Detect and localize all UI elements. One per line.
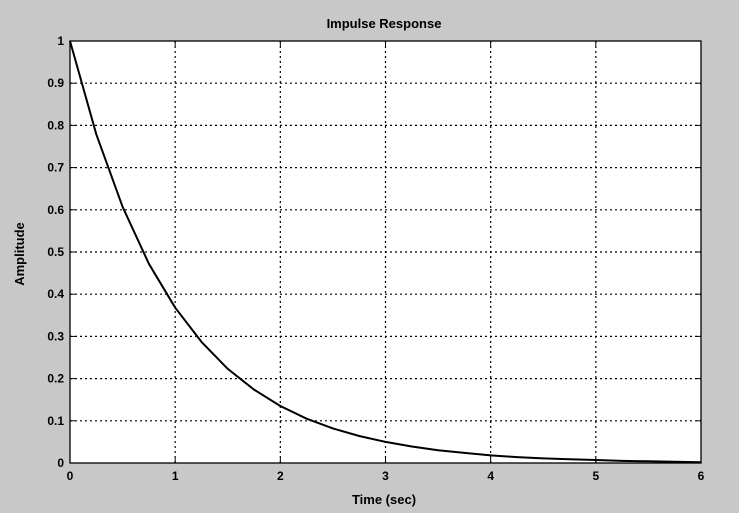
y-tick-label: 0.9: [47, 76, 64, 90]
x-tick-label: 2: [277, 469, 284, 483]
y-tick-label: 0.5: [47, 245, 64, 259]
y-tick-label: 0.1: [47, 414, 64, 428]
x-tick-label: 1: [172, 469, 179, 483]
impulse-response-line: [69, 40, 702, 464]
y-tick-label: 0.7: [47, 161, 64, 175]
x-tick-label: 0: [67, 469, 74, 483]
plot-border: [69, 40, 702, 464]
x-tick-label: 4: [487, 469, 494, 483]
y-axis-label: Amplitude: [12, 222, 27, 286]
x-axis-label: Time (sec): [352, 492, 416, 507]
y-tick-label: 0: [57, 456, 64, 470]
y-tick-label: 0.3: [47, 329, 64, 343]
x-tick-label: 3: [382, 469, 389, 483]
y-tick-label: 0.4: [47, 287, 64, 301]
x-tick-label: 5: [592, 469, 599, 483]
plot-area: 0 1 2 3 4 5 6 0 0.1 0.2 0.3 0.4 0.5 0.6 0.7 0.8 0.9 1: [47, 34, 704, 483]
y-tick-label: 0.8: [47, 118, 64, 132]
y-tick-label: 1: [57, 34, 64, 48]
y-tick-label: 0.2: [47, 372, 64, 386]
chart-title: Impulse Response: [327, 16, 442, 31]
y-tick-label: 0.6: [47, 203, 64, 217]
x-tick-label: 6: [698, 469, 705, 483]
